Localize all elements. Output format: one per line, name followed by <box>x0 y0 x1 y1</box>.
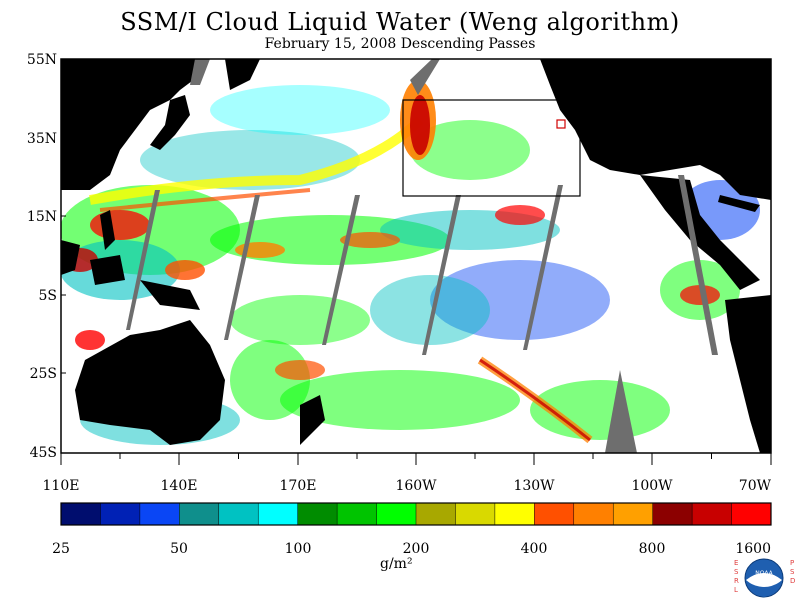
units-label: g/m² <box>380 556 413 572</box>
lat-label: 55N <box>27 52 57 68</box>
lon-label: 140E <box>161 478 198 494</box>
latitude-labels: 55N 35N 15N 5S 25S 45S <box>27 52 57 461</box>
missing-data-swaths <box>126 59 718 453</box>
land-masses <box>61 59 771 453</box>
lon-label: 160W <box>395 478 437 494</box>
colorbar-frame <box>60 502 772 526</box>
colorbar-swatch <box>652 503 693 525</box>
colorbar-swatch <box>100 503 141 525</box>
colorbar-swatch <box>337 503 378 525</box>
lat-label: 25S <box>30 366 57 382</box>
colorbar-swatch <box>613 503 654 525</box>
cloud-water-field <box>61 80 760 445</box>
colorbar-swatch <box>258 503 299 525</box>
colorbar-tick-label: 1600 <box>735 541 771 557</box>
lon-label: 100W <box>631 478 673 494</box>
colorbar-tick-label: 50 <box>170 541 188 557</box>
noaa-seal-text: NOAA <box>755 570 773 577</box>
lon-label: 70W <box>739 478 772 494</box>
colorbar-swatch <box>573 503 614 525</box>
colorbar-swatch <box>416 503 456 525</box>
analysis-box <box>402 99 581 197</box>
colorbar-tick-label: 100 <box>285 541 312 557</box>
colorbar-swatch <box>731 503 772 525</box>
lat-label: 45S <box>30 445 57 461</box>
colorbar <box>61 503 772 525</box>
lat-label: 15N <box>27 209 57 225</box>
colorbar-swatch <box>692 503 733 525</box>
colorbar-swatch <box>297 503 338 525</box>
lat-label: 35N <box>27 131 57 147</box>
colorbar-swatch <box>139 503 180 525</box>
colorbar-swatch <box>376 503 417 525</box>
colorbar-swatch <box>218 503 259 525</box>
colorbar-tick-label: 200 <box>403 541 430 557</box>
colorbar-labels: 25 50 100 200 400 800 1600 <box>52 541 771 557</box>
longitude-labels: 110E 140E 170E 160W 130W 100W 70W <box>43 478 772 494</box>
lat-label: 5S <box>39 288 58 304</box>
axis-ticks <box>60 58 772 465</box>
lon-label: 110E <box>43 478 80 494</box>
colorbar-swatch <box>179 503 220 525</box>
colorbar-tick-label: 800 <box>639 541 666 557</box>
colorbar-swatch <box>455 503 496 525</box>
site-marker <box>556 119 566 129</box>
colorbar-tick-label: 400 <box>521 541 548 557</box>
colorbar-tick-label: 25 <box>52 541 70 557</box>
colorbar-swatch <box>61 503 101 525</box>
lon-label: 130W <box>513 478 555 494</box>
lon-label: 170E <box>280 478 317 494</box>
colorbar-swatch <box>494 503 535 525</box>
map-title: SSM/I Cloud Liquid Water (Weng algorithm… <box>120 8 680 36</box>
map-subtitle: February 15, 2008 Descending Passes <box>264 36 536 52</box>
colorbar-swatch <box>534 503 575 525</box>
